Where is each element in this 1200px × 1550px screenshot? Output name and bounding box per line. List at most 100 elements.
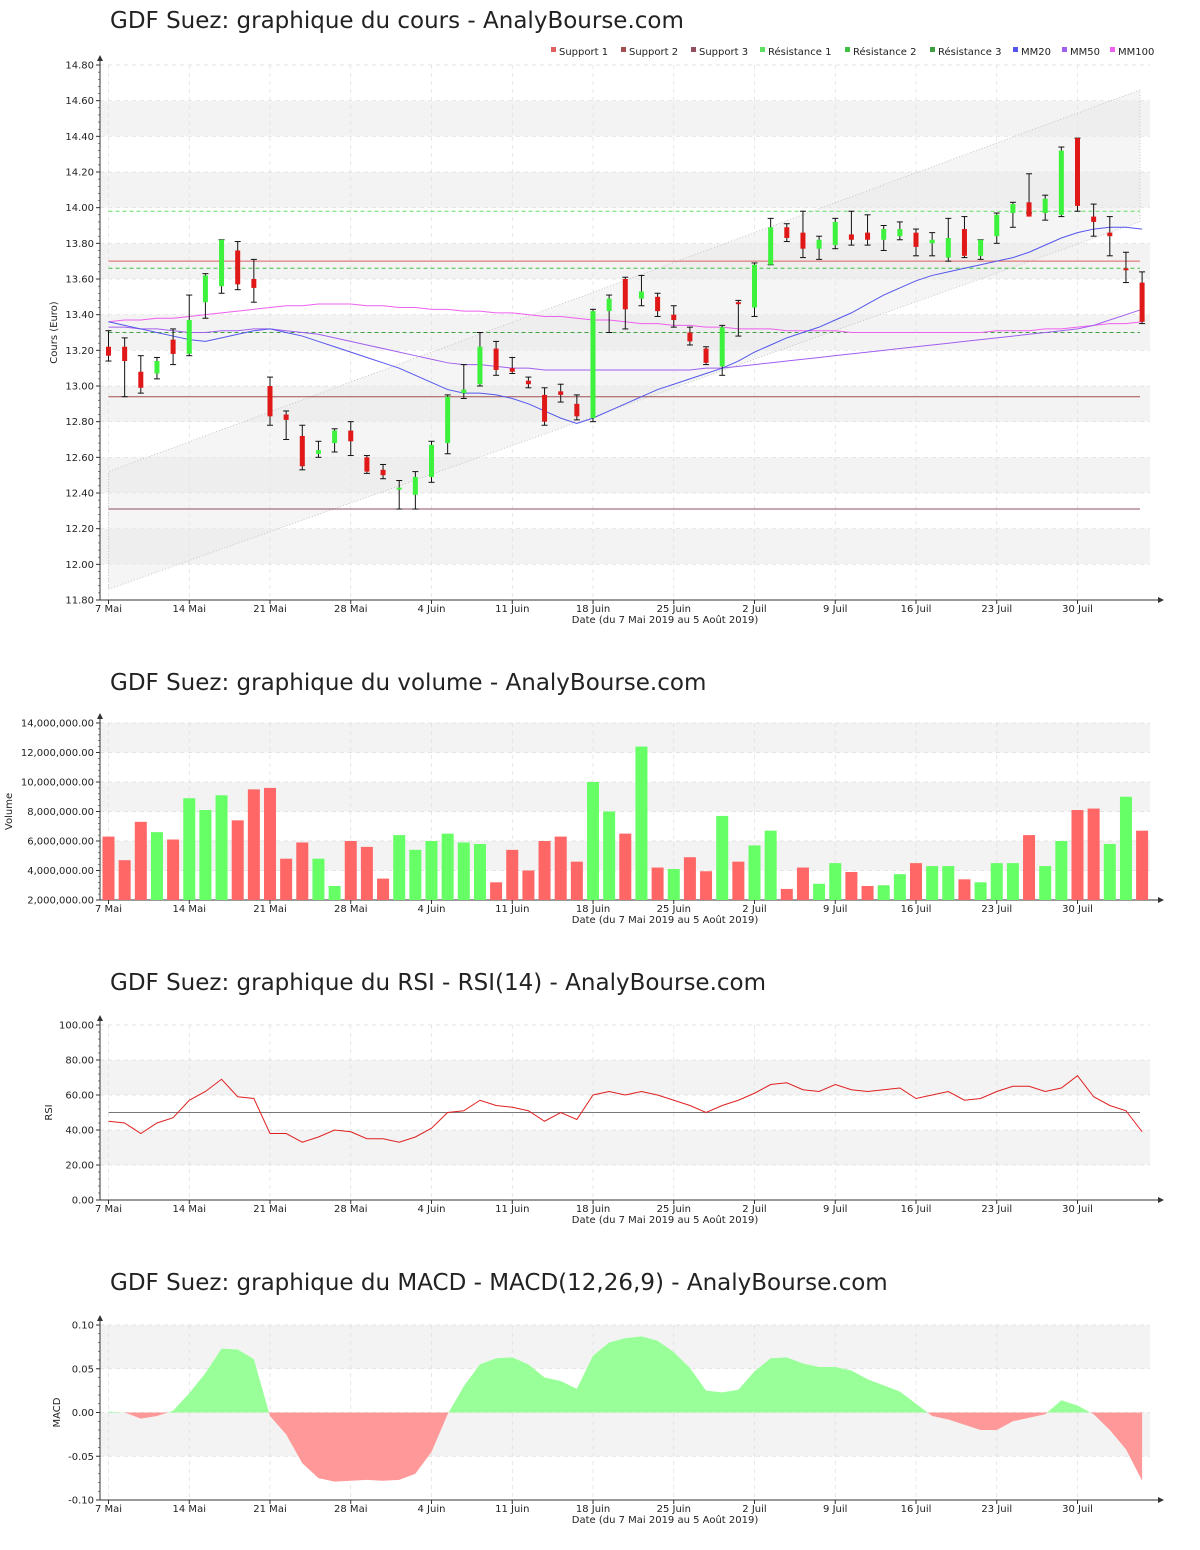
y-axis-label: MACD xyxy=(52,1397,63,1427)
background-band xyxy=(100,457,1150,493)
volume-bar xyxy=(1071,810,1084,900)
candle-body xyxy=(1026,202,1032,217)
x-tick-label: 9 Juil xyxy=(823,1504,847,1515)
legend-swatch xyxy=(691,47,696,52)
y-tick-label: 11.80 xyxy=(65,596,94,607)
candle-body xyxy=(1058,150,1064,215)
x-tick-label: 25 Juin xyxy=(657,904,691,915)
candle-body xyxy=(719,327,725,367)
volume-bar xyxy=(1039,866,1052,900)
candle-body xyxy=(832,221,838,246)
volume-bar xyxy=(344,841,357,900)
legend-label: Résistance 1 xyxy=(768,46,831,58)
candle-body xyxy=(154,361,160,374)
x-axis-arrow xyxy=(1158,597,1164,603)
macd-positive-area xyxy=(1047,1400,1091,1413)
x-tick-label: 18 Juin xyxy=(576,904,610,915)
volume-bar xyxy=(748,845,761,900)
x-tick-label: 25 Juin xyxy=(657,1204,691,1215)
volume-bar xyxy=(990,863,1003,900)
candle-body xyxy=(429,444,434,477)
volume-bar xyxy=(700,871,713,900)
candle-body xyxy=(881,229,887,240)
candle-body xyxy=(735,302,741,305)
volume-bar xyxy=(1119,796,1132,900)
y-tick-label: 14.40 xyxy=(65,132,94,143)
volume-bar xyxy=(1006,863,1019,900)
volume-bar xyxy=(441,833,454,900)
volume-bar xyxy=(845,871,858,900)
price-chart: 11.80 12.00 12.20 12.40 12.60 12.80 13.00 13.20… xyxy=(49,46,1164,626)
x-tick-label: 18 Juin xyxy=(576,604,610,615)
legend-swatch xyxy=(1110,47,1115,52)
volume-bar xyxy=(473,843,486,900)
y-tick-label: 40.00 xyxy=(65,1126,94,1137)
x-tick-label: 7 Mai xyxy=(95,1504,122,1515)
candle-body xyxy=(978,239,984,256)
candle-body xyxy=(348,430,354,442)
x-tick-label: 16 Juil xyxy=(901,904,932,915)
legend-label: MM20 xyxy=(1021,47,1051,58)
y-tick-label: 2,000,000.00 xyxy=(27,896,94,907)
volume-bar xyxy=(554,836,567,900)
x-tick-label: 14 Mai xyxy=(173,904,206,915)
background-band xyxy=(100,172,1150,208)
legend-swatch xyxy=(930,47,935,52)
candle-body xyxy=(994,214,1000,237)
x-axis-label: Date (du 7 Mai 2019 au 5 Août 2019) xyxy=(572,1214,759,1226)
volume-chart-title: GDF Suez: graphique du volume - AnalyBou… xyxy=(110,670,707,696)
candle-body xyxy=(186,320,192,354)
candle-body xyxy=(542,394,548,422)
volume-bar xyxy=(942,866,955,900)
volume-bar xyxy=(603,811,616,900)
volume-bar xyxy=(651,867,664,900)
y-tick-label: 14.20 xyxy=(65,168,94,179)
y-tick-label: 8,000,000.00 xyxy=(27,807,94,818)
candle-body xyxy=(671,314,677,321)
y-tick-label: 12.60 xyxy=(65,453,94,464)
candle-body xyxy=(412,476,418,495)
volume-bar xyxy=(926,866,939,900)
volume-bar xyxy=(377,878,390,900)
x-axis-arrow xyxy=(1158,1197,1164,1203)
x-tick-label: 23 Juil xyxy=(981,1504,1012,1515)
x-tick-label: 28 Mai xyxy=(334,1504,367,1515)
candle-body xyxy=(122,346,128,362)
volume-bar xyxy=(1103,843,1116,900)
candle-body xyxy=(219,239,225,287)
legend-label: Support 1 xyxy=(559,47,608,58)
mm20-line xyxy=(108,226,1143,424)
candle-body xyxy=(380,469,386,476)
volume-bar xyxy=(215,795,228,900)
candle-body xyxy=(558,391,564,395)
x-tick-label: 14 Mai xyxy=(173,604,206,615)
price-chart-panel: GDF Suez: graphique du cours - AnalyBour… xyxy=(0,8,1200,638)
legend-swatch xyxy=(621,47,626,52)
y-axis-arrow xyxy=(97,713,103,719)
y-axis-label: RSI xyxy=(44,1104,55,1120)
y-tick-label: 14,000,000.00 xyxy=(21,719,94,730)
x-axis-label: Date (du 7 Mai 2019 au 5 Août 2019) xyxy=(572,614,759,626)
x-tick-label: 7 Mai xyxy=(95,904,122,915)
background-band xyxy=(100,1060,1150,1095)
candle-body xyxy=(945,237,951,258)
x-tick-label: 25 Juin xyxy=(657,1504,691,1515)
x-tick-label: 4 Juin xyxy=(418,1204,446,1215)
volume-bar xyxy=(457,842,470,900)
rsi-line xyxy=(108,1075,1143,1143)
y-tick-label: 20.00 xyxy=(65,1161,94,1172)
y-tick-label: 6,000,000.00 xyxy=(27,837,94,848)
y-tick-label: 0.10 xyxy=(72,1321,94,1332)
volume-bar xyxy=(490,882,503,900)
x-tick-label: 30 Juil xyxy=(1062,904,1093,915)
x-tick-label: 16 Juil xyxy=(901,604,932,615)
x-tick-label: 2 Juil xyxy=(742,1204,766,1215)
macd-chart: -0.10 -0.05 0.00 0.05 0.10 7 Mai 14 Mai 21 Mai 2… xyxy=(52,1315,1164,1526)
legend-label: Support 2 xyxy=(629,47,678,58)
candle-body xyxy=(525,380,531,385)
volume-chart: 2,000,000.00 4,000,000.00 6,000,000.00 8,00… xyxy=(4,713,1164,926)
candle-body xyxy=(364,457,370,472)
macd-negative-area xyxy=(927,1412,1048,1430)
x-tick-label: 28 Mai xyxy=(334,604,367,615)
volume-bar xyxy=(1023,835,1036,900)
